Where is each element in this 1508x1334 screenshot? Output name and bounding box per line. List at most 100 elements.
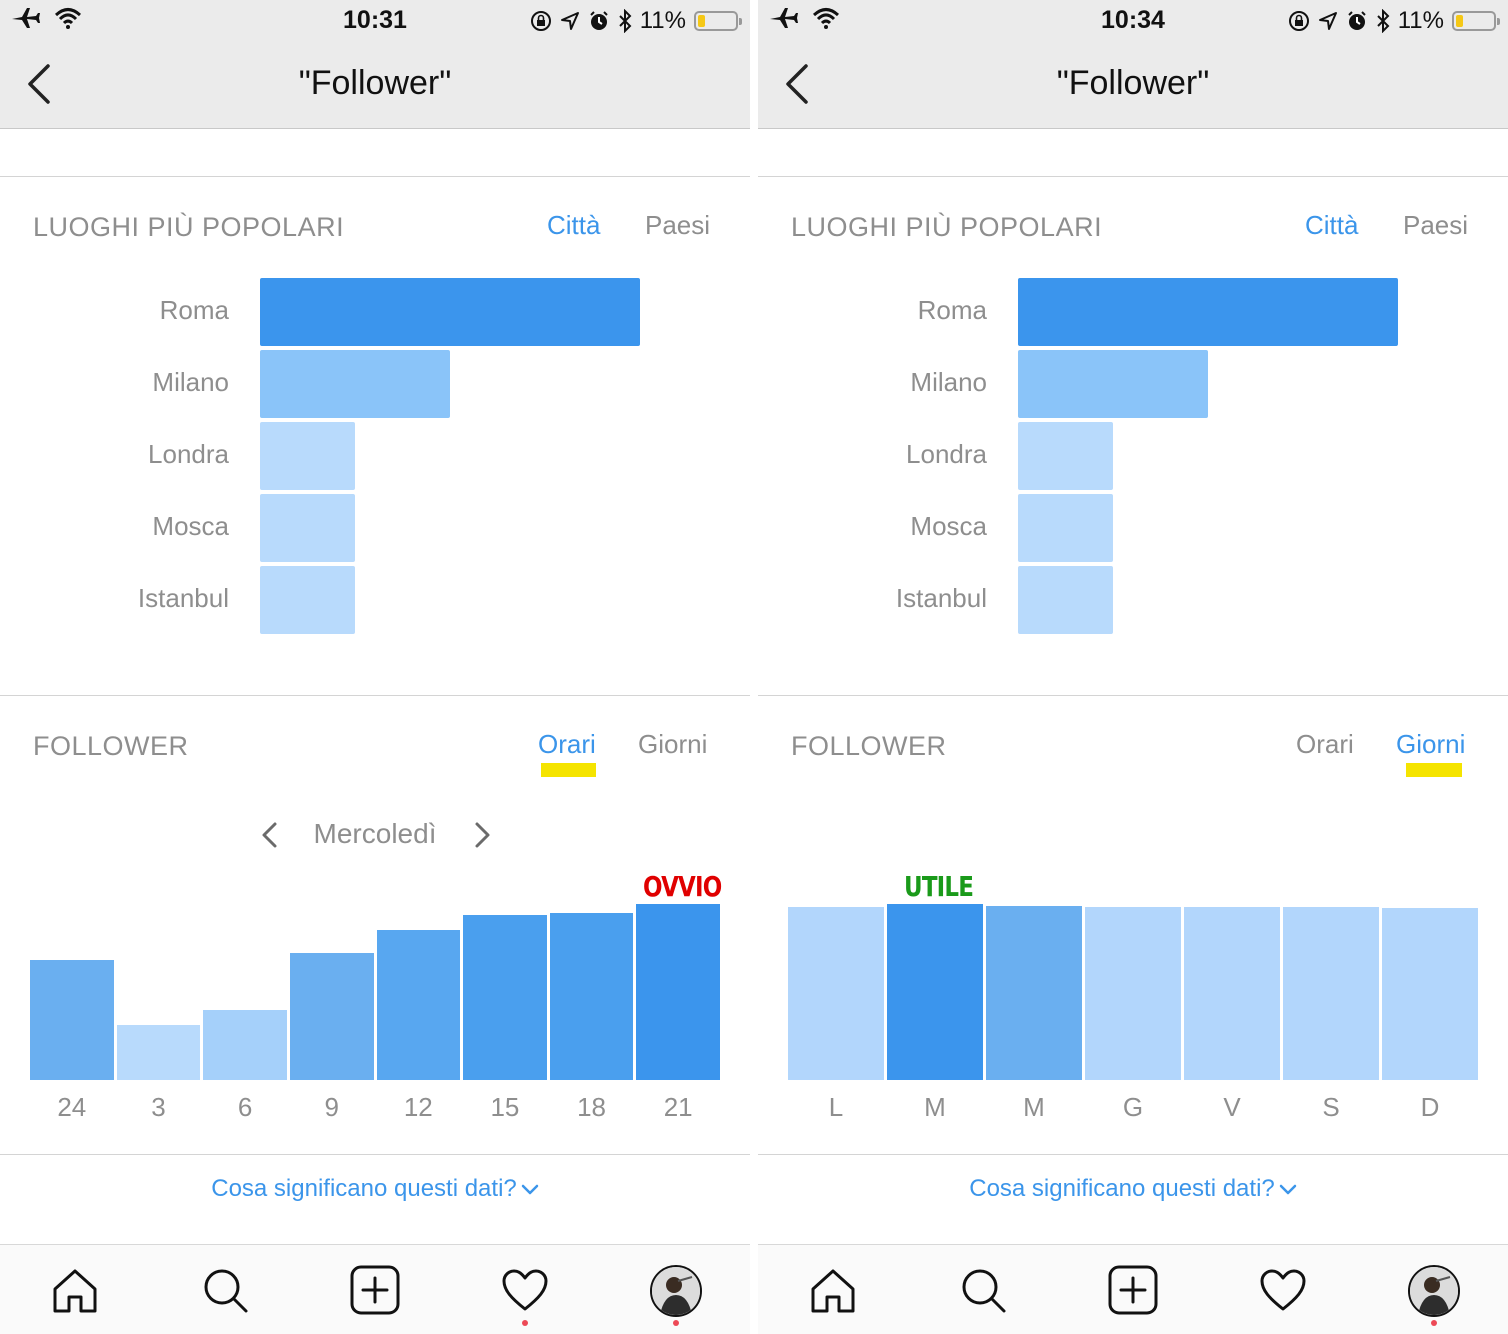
section-divider — [0, 1154, 750, 1155]
wifi-icon — [54, 7, 82, 29]
section-divider — [758, 1154, 1508, 1155]
chevron-left-icon — [262, 822, 277, 848]
city-bar — [1018, 422, 1113, 490]
data-help-link[interactable]: Cosa significano questi dati? — [0, 1175, 750, 1203]
back-button[interactable] — [20, 60, 64, 108]
x-axis-label: L — [828, 1092, 844, 1122]
chart-bar — [549, 912, 634, 1080]
help-link-label: Cosa significano questi dati? — [969, 1175, 1275, 1202]
section-divider — [758, 695, 1508, 696]
tab-search[interactable] — [958, 1265, 1008, 1315]
profile-notification-dot — [673, 1320, 679, 1326]
location-icon — [1318, 11, 1338, 31]
tab-hours[interactable]: Orari — [1296, 729, 1354, 759]
next-day-button[interactable] — [470, 818, 494, 852]
chart-bar — [887, 904, 983, 1080]
battery-icon — [694, 11, 742, 31]
city-label: Roma — [917, 295, 987, 325]
city-label: Istanbul — [895, 583, 987, 613]
chart-bar — [1085, 906, 1181, 1080]
bottom-tab-bar — [0, 1244, 750, 1334]
city-label: Milano — [910, 367, 987, 397]
previous-day-button[interactable] — [258, 818, 282, 852]
status-time: 10:34 — [1101, 6, 1165, 34]
places-section-title: LUOGHI PIÙ POPOLARI — [791, 212, 1103, 242]
location-icon — [560, 11, 580, 31]
search-icon — [962, 1269, 1006, 1313]
tab-search[interactable] — [200, 1265, 250, 1315]
annotation-text: OVVIO — [643, 870, 722, 903]
section-divider — [758, 176, 1508, 177]
tab-cities[interactable]: Città — [1305, 210, 1359, 240]
airplane-mode-icon — [768, 6, 798, 30]
status-time: 10:31 — [343, 6, 407, 34]
battery-icon — [1452, 11, 1500, 31]
chevron-left-icon — [786, 64, 808, 104]
profile-avatar — [650, 1265, 702, 1317]
chart-bar — [788, 906, 884, 1080]
x-axis-label: D — [1420, 1092, 1440, 1122]
tab-home[interactable] — [808, 1265, 858, 1315]
tab-countries[interactable]: Paesi — [1403, 210, 1469, 240]
tab-profile[interactable] — [1406, 1263, 1462, 1319]
screen-hours: 10:31 11% "Follower" LUOGHI PIÙ POPOLARI… — [0, 0, 750, 1334]
home-icon — [811, 1269, 855, 1313]
profile-notification-dot — [1431, 1320, 1437, 1326]
follower-section-title: FOLLOWER — [791, 731, 947, 761]
tab-new-post[interactable] — [1108, 1265, 1158, 1315]
tab-hours[interactable]: Orari — [538, 729, 596, 759]
data-help-link[interactable]: Cosa significano questi dati? — [758, 1175, 1508, 1203]
tab-activity[interactable] — [1258, 1265, 1308, 1315]
x-axis-label: S — [1322, 1092, 1340, 1122]
heart-icon — [1260, 1269, 1306, 1311]
x-axis-label: G — [1122, 1092, 1144, 1122]
city-label: Londra — [148, 439, 229, 469]
airplane-mode-icon — [10, 6, 40, 30]
day-selector: Mercoledì — [0, 812, 750, 858]
rotation-lock-icon — [1288, 10, 1310, 32]
tab-days[interactable]: Giorni — [1396, 729, 1466, 759]
city-bar — [260, 350, 450, 418]
add-icon — [350, 1265, 400, 1315]
x-axis-label: 3 — [151, 1092, 166, 1122]
city-label: Mosca — [910, 511, 987, 541]
tab-days[interactable]: Giorni — [638, 729, 708, 759]
x-axis-label: 12 — [403, 1092, 433, 1122]
tab-new-post[interactable] — [350, 1265, 400, 1315]
status-bar: 10:34 11% — [758, 0, 1508, 40]
tab-countries[interactable]: Paesi — [645, 210, 711, 240]
section-divider — [0, 176, 750, 177]
chevron-right-icon — [475, 822, 490, 848]
chart-bar — [1382, 907, 1478, 1080]
alarm-icon — [1346, 10, 1368, 32]
city-bar — [1018, 566, 1113, 634]
tab-profile[interactable] — [648, 1263, 704, 1319]
help-link-label: Cosa significano questi dati? — [211, 1175, 517, 1202]
tab-cities[interactable]: Città — [547, 210, 601, 240]
nav-bar: "Follower" — [758, 40, 1508, 129]
x-axis-label: 24 — [57, 1092, 87, 1122]
profile-avatar — [1408, 1265, 1460, 1317]
city-bar — [260, 494, 355, 562]
wifi-icon — [812, 7, 840, 29]
x-axis-label: 9 — [324, 1092, 339, 1122]
screen-separator — [750, 0, 758, 1334]
city-label: Roma — [159, 295, 229, 325]
tab-activity[interactable] — [500, 1265, 550, 1315]
heart-icon — [502, 1269, 548, 1311]
tab-highlight — [1406, 763, 1462, 777]
chart-bar — [376, 930, 461, 1080]
bluetooth-icon — [1376, 9, 1390, 33]
chart-bar — [636, 904, 720, 1080]
city-bar — [1018, 278, 1398, 346]
bluetooth-icon — [618, 9, 632, 33]
tab-home[interactable] — [50, 1265, 100, 1315]
follower-section-title: FOLLOWER — [33, 731, 189, 761]
city-bar — [1018, 494, 1113, 562]
add-icon — [1108, 1265, 1158, 1315]
x-axis-label: 15 — [490, 1092, 520, 1122]
page-title: "Follower" — [1056, 64, 1210, 102]
status-bar: 10:31 11% — [0, 0, 750, 40]
back-button[interactable] — [778, 60, 822, 108]
bottom-tab-bar — [758, 1244, 1508, 1334]
